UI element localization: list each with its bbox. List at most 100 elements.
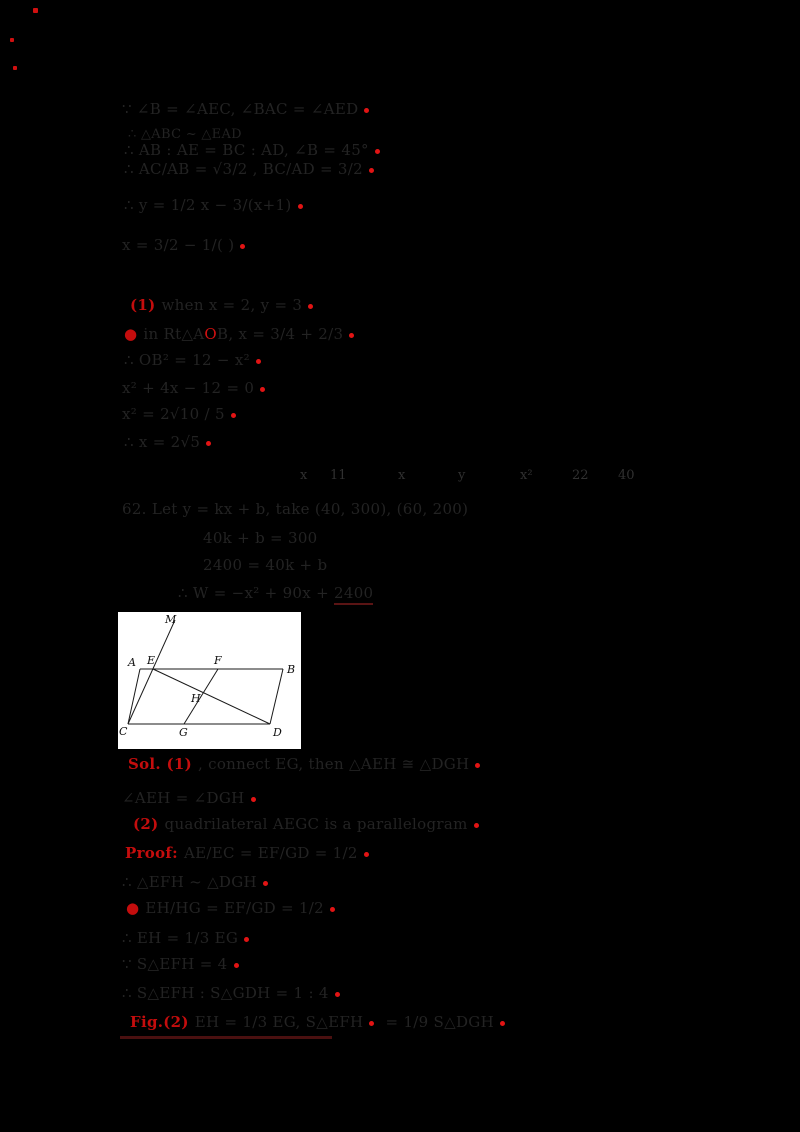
math-text: x = 3/2 − 1/( ) [122,236,235,254]
geometry-figure: M A E F B H C G D [118,612,301,749]
red-annotation: Sol. (1) [128,755,193,773]
math-line: ∴ EH = 1/3 EG [122,929,250,947]
red-speck [13,66,17,70]
math-line: ∵ ∠B = ∠AEC, ∠BAC = ∠AED [122,100,370,118]
red-dot-marker [250,796,256,802]
math-line: ∴ y = 1/2 x − 3/(x+1) [124,196,303,214]
red-dot-marker [260,386,266,392]
value-cell: x² [520,468,533,483]
red-dot-marker [499,1020,505,1026]
red-dot-marker [330,906,336,912]
math-text: AE/EC = EF/GD = 1/2 [183,844,358,862]
math-text: x² + 4x − 12 = 0 [122,379,255,397]
math-line: x² + 4x − 12 = 0 [122,379,266,397]
maroon-underline-bar [120,1036,332,1039]
red-annotation: (2) [133,815,159,833]
parallelogram-diagram: M A E F B H C G D [118,612,301,749]
red-letter: O [204,325,218,343]
value-cell: x [398,468,406,483]
math-text: 62. Let y = kx + b, take (40, 300), (60,… [122,500,469,518]
underlined-value: 2400 [334,584,374,605]
segment-FG [183,668,219,725]
red-dot-marker [244,936,250,942]
math-line: ● EH/HG = EF/GD = 1/2 [126,899,336,917]
red-speck [10,38,14,42]
math-text: in Rt△A [143,325,205,343]
vertex-label-G: G [179,726,188,739]
vertex-label-A: A [127,656,136,669]
math-text: ∠AEH = ∠DGH [122,789,245,807]
math-text: ∴ OB² = 12 − x² [124,351,250,369]
red-bullet: ● [124,325,138,343]
red-dot-marker [230,412,236,418]
value-cell: y [458,468,466,483]
math-line: 62. Let y = kx + b, take (40, 300), (60,… [122,500,468,518]
segment-AC [127,668,141,725]
math-line: x² = 2√10 / 5 [122,405,236,423]
math-line: ∴ AC/AB = √3/2 , BC/AD = 3/2 [124,160,374,178]
red-dot-marker [374,148,380,154]
math-line: (1) when x = 2, y = 3 [130,296,314,314]
math-line: 40k + b = 300 [203,529,318,547]
math-text: 40k + b = 300 [203,529,318,547]
math-text: 2400 = 40k + b [203,556,328,574]
segment-ED [152,668,271,725]
red-dot-marker [233,962,239,968]
red-dot-marker [262,880,268,886]
math-text: ∴ EH = 1/3 EG [122,929,239,947]
math-text: ∴ W = −x² + 90x + [178,584,335,602]
red-speck [33,8,38,13]
math-line: ∴ S△EFH : S△GDH = 1 : 4 [122,984,340,1002]
red-annotation: (1) [130,296,156,314]
math-line: Fig.(2) EH = 1/3 EG, S△EFH = 1/9 S△DGH [130,1013,505,1031]
math-line: ● in Rt△AOB, x = 3/4 + 2/3 [124,325,355,343]
math-line: x = 3/2 − 1/( ) [122,236,246,254]
red-dot-marker [364,107,370,113]
math-text: , connect EG, then △AEH ≅ △DGH [198,755,470,773]
red-dot-marker [473,822,479,828]
vertex-label-F: F [213,654,222,667]
math-line: ∴ W = −x² + 90x + 2400 [178,584,374,605]
red-dot-marker [334,991,340,997]
value-cell: x [300,468,308,483]
math-text: ∴ AC/AB = √3/2 , BC/AD = 3/2 [124,160,363,178]
value-cell: 40 [618,468,635,483]
math-text: ∴ y = 1/2 x − 3/(x+1) [124,196,292,214]
math-text: ∴ △ABC ~ △EAD [128,127,242,142]
value-cell: 22 [572,468,589,483]
red-bullet: ● [126,899,140,917]
red-dot-marker [255,358,261,364]
vertex-label-D: D [272,726,282,739]
math-text: B, x = 3/4 + 2/3 [217,325,344,343]
red-annotation: Fig.(2) [130,1013,189,1031]
math-text: ∴ S△EFH : S△GDH = 1 : 4 [122,984,329,1002]
math-text: EH/HG = EF/GD = 1/2 [145,899,325,917]
math-text: ∴ x = 2√5 [124,433,201,451]
segment-MC [127,619,176,725]
math-text: ∴ AB : AE = BC : AD, ∠B = 45° [124,141,369,159]
math-line: Sol. (1) , connect EG, then △AEH ≅ △DGH [128,755,481,773]
math-line: Proof: AE/EC = EF/GD = 1/2 [125,844,369,862]
math-line: (2) quadrilateral AEGC is a parallelogram [133,815,479,833]
red-dot-marker [369,1020,375,1026]
vertex-label-M: M [164,613,177,626]
segment-BD [269,668,284,725]
vertex-label-C: C [119,725,128,738]
math-text: x² = 2√10 / 5 [122,405,225,423]
figure-background [118,612,301,749]
math-line: ∴ x = 2√5 [124,433,212,451]
math-text: = 1/9 S△DGH [385,1013,494,1031]
red-dot-marker [363,851,369,857]
math-text: ∴ △EFH ~ △DGH [122,873,257,891]
red-dot-marker [308,303,314,309]
math-text: EH = 1/3 EG, S△EFH [194,1013,364,1031]
red-dot-marker [475,762,481,768]
math-line: ∴ △EFH ~ △DGH [122,873,268,891]
red-dot-marker [297,203,303,209]
math-text: when x = 2, y = 3 [161,296,303,314]
math-line: ∵ S△EFH = 4 [122,955,239,973]
math-text: ∵ S△EFH = 4 [122,955,228,973]
math-line: ∠AEH = ∠DGH [122,789,256,807]
red-annotation: Proof: [125,844,178,862]
